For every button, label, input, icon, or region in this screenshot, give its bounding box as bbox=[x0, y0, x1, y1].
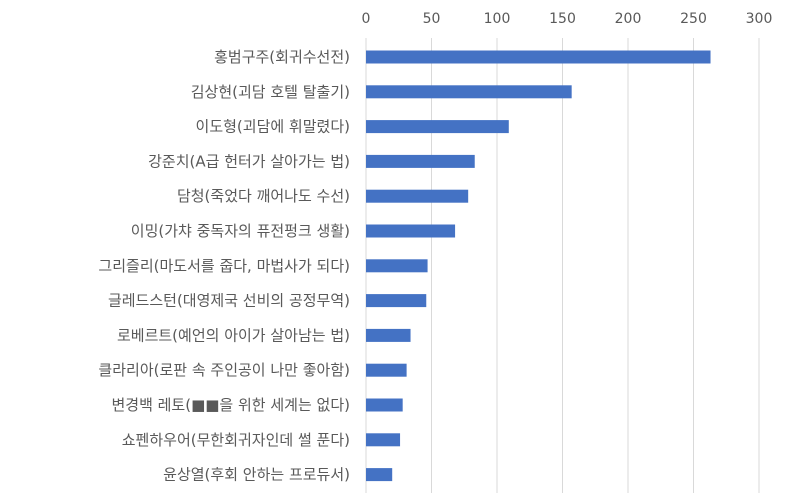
category-label: 윤상열(후회 안하는 프로듀서) bbox=[163, 466, 350, 484]
category-label: 쇼펜하우어(무한회귀자인데 썰 푼다) bbox=[122, 431, 350, 449]
gridlines bbox=[365, 38, 760, 493]
category-label: 홍범구주(회귀수선전) bbox=[214, 48, 350, 66]
x-tick-label: 200 bbox=[615, 11, 642, 27]
x-tick-label: 50 bbox=[423, 11, 441, 27]
bar bbox=[366, 363, 407, 377]
bar bbox=[366, 224, 456, 238]
bar bbox=[366, 398, 403, 412]
category-label: 클라리아(로판 속 주인공이 나만 좋아함) bbox=[98, 361, 350, 379]
x-axis-ticks: 0 50 100 150 200 250 300 bbox=[362, 11, 773, 27]
x-tick-label: 150 bbox=[549, 11, 576, 27]
bar bbox=[366, 85, 572, 99]
x-tick-label: 0 bbox=[362, 11, 371, 27]
category-label: 그리즐리(마도서를 줍다, 마법사가 되다) bbox=[98, 257, 350, 275]
bar bbox=[366, 328, 411, 342]
x-tick-label: 250 bbox=[680, 11, 707, 27]
category-labels: 홍범구주(회귀수선전) 김상현(괴담 호텔 탈출기) 이도형(괴담에 휘말렸다) 강준… bbox=[98, 48, 350, 484]
x-tick-label: 100 bbox=[484, 11, 511, 27]
bar bbox=[366, 50, 711, 64]
category-label: 글레드스턴(대영제국 선비의 공정무역) bbox=[108, 292, 350, 310]
bar bbox=[366, 120, 509, 134]
bar bbox=[366, 468, 393, 482]
category-label: 강준치(A급 헌터가 살아가는 법) bbox=[148, 152, 350, 170]
bar bbox=[366, 433, 401, 447]
bar bbox=[366, 189, 469, 203]
category-label: 변경백 레토(■■을 위한 세계는 없다) bbox=[111, 396, 350, 414]
category-label: 담청(죽었다 깨어나도 수선) bbox=[177, 187, 350, 205]
bars bbox=[366, 50, 711, 482]
bar bbox=[366, 259, 428, 273]
category-label: 이도형(괴담에 휘말렸다) bbox=[196, 118, 350, 136]
category-label: 로베르트(예언의 아이가 살아남는 법) bbox=[117, 326, 350, 344]
x-tick-label: 300 bbox=[746, 11, 773, 27]
bar bbox=[366, 294, 427, 308]
category-label: 김상현(괴담 호텔 탈출기) bbox=[191, 83, 350, 101]
bar bbox=[366, 154, 475, 168]
category-label: 이밍(가챠 중독자의 퓨전펑크 생활) bbox=[131, 222, 350, 240]
